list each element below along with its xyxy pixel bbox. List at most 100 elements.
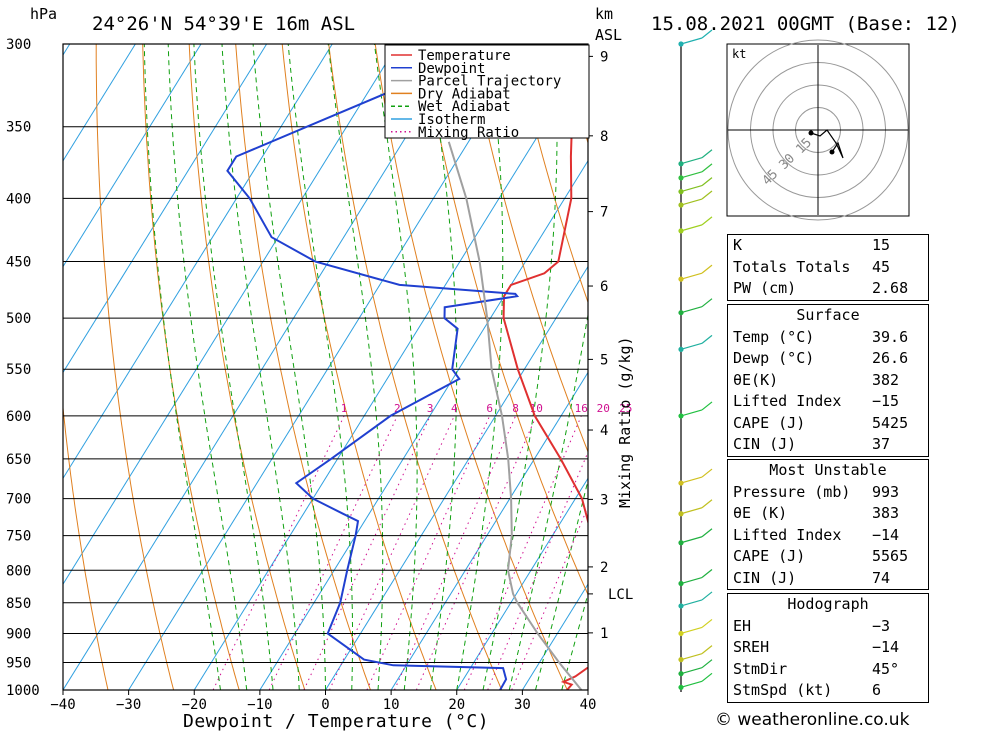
x-tick-label: 20 [448,697,465,713]
mu-title: Most Unstable [769,461,887,479]
totals-value: 45 [872,257,891,276]
pressure-tick-label: 300 [6,37,31,53]
k-index-value: 15 [872,236,891,254]
mu-cape-value: 5565 [872,547,909,565]
x-tick-label: 40 [580,697,597,713]
hodograph-point [829,149,835,155]
surface-dewp-row: Dewp (°C) 26.6 [728,348,928,370]
pw-row: PW (cm) 2.68 [728,278,928,300]
surface-theta-value: 382 [872,370,900,389]
pressure-tick-label: 500 [6,311,31,327]
wind-barb [680,306,703,314]
sreh-value: −14 [872,638,900,656]
x-tick-label: −40 [50,697,75,713]
wet-adiabat-line [193,44,274,690]
surface-theta-label: θE(K) [733,370,779,389]
hodograph-panel: Hodograph EH −3 SREH −14 StmDir 45° StmSpd … [727,593,929,703]
credit-link[interactable]: © weatheronline.co.uk [715,710,910,730]
wind-barb [680,653,703,661]
wind-barb-flag [701,528,713,538]
hodograph-unit: kt [732,47,746,61]
km-tick-label: 1 [600,626,608,642]
pressure-tick-label: 550 [6,362,31,378]
pw-label: PW (cm) [733,279,797,297]
wind-level-dot [678,671,684,677]
dry-adiabat-line [281,44,437,690]
dry-adiabat-line [980,44,1000,690]
hpa-unit-label: hPa [30,5,57,23]
legend-label: Parcel Trajectory [418,74,561,90]
indices-panel: K 15 Totals Totals 45 PW (cm) 2.68 [727,234,929,301]
wind-barb-flag [701,659,713,669]
hodograph-trace [810,129,844,159]
legend-label: Isotherm [418,112,485,128]
wind-barb [680,409,703,417]
x-tick-label: −20 [182,697,207,713]
surface-cin-row: CIN (J) 37 [728,434,928,456]
mu-li-row: Lifted Index −14 [728,525,928,547]
mu-pressure-label: Pressure (mb) [733,482,851,501]
hodo-title: Hodograph [787,595,869,613]
pressure-tick-label: 350 [6,120,31,136]
x-tick-label: 0 [321,697,329,713]
wind-barb [680,507,703,515]
mu-pressure-value: 993 [872,482,900,501]
mixing-ratio-label: 4 [451,402,458,415]
surface-theta-row: θE(K) 382 [728,370,928,392]
wind-barb-flag [701,149,713,159]
x-axis-title: Dewpoint / Temperature (°C) [183,711,489,732]
wind-barb-flag [701,569,713,578]
eh-row: EH −3 [728,616,928,638]
x-tick-label: 30 [514,697,531,713]
mixing-ratio-label: 8 [512,402,519,415]
mixing-ratio-line [394,415,517,690]
wind-barb [680,476,703,484]
dry-adiabat-line [933,44,1000,690]
dry-adiabat-line [328,44,503,690]
wind-barb [680,224,703,232]
pressure-tick-label: 750 [6,529,31,545]
wet-adiabat-line [327,44,384,690]
wind-barb [680,626,703,635]
pressure-tick-label: 650 [6,452,31,468]
surface-cin-value: 37 [872,435,891,453]
surface-temp-row: Temp (°C) 39.6 [728,327,928,349]
mixing-ratio-line [268,415,398,690]
wind-barb [680,198,703,206]
parcel-trajectory-line [447,141,583,690]
mu-cin-value: 74 [872,568,891,587]
km-tick-label: 3 [600,492,608,508]
eh-label: EH [733,616,752,635]
km-tick-label: 4 [600,423,608,439]
isotherm-line [63,44,202,268]
mu-theta-label: θE (K) [733,504,788,522]
isotherm-line [63,44,333,480]
wet-adiabat-line [373,44,418,690]
mixing-ratio-line [303,415,431,690]
pressure-tick-label: 400 [6,191,31,207]
wind-barb-flag [701,29,713,39]
surface-li-row: Lifted Index −15 [728,391,928,413]
surface-dewp-label: Dewp (°C) [733,349,815,367]
surface-temp-label: Temp (°C) [733,327,815,346]
wet-adiabat-line [427,44,458,690]
surface-temp-value: 39.6 [872,327,909,346]
mu-theta-value: 383 [872,504,900,522]
lcl-label: LCL [608,587,633,603]
wind-barb-flag [701,177,713,187]
pressure-tick-label: 700 [6,492,31,508]
wind-barb [680,272,703,280]
hodograph-point [808,130,814,136]
mixing-ratio-line [329,415,455,690]
wind-barb-flag [701,190,713,200]
mixing-ratio-axis-title: Mixing Ratio (g/kg) [616,336,634,508]
wind-barb-flag [701,163,713,173]
location-title: 24°26'N 54°39'E 16m ASL [92,13,355,35]
mu-li-label: Lifted Index [733,525,842,544]
surface-cape-label: CAPE (J) [733,413,806,432]
dry-adiabat-line [467,44,588,454]
mixing-ratio-line [366,415,491,690]
